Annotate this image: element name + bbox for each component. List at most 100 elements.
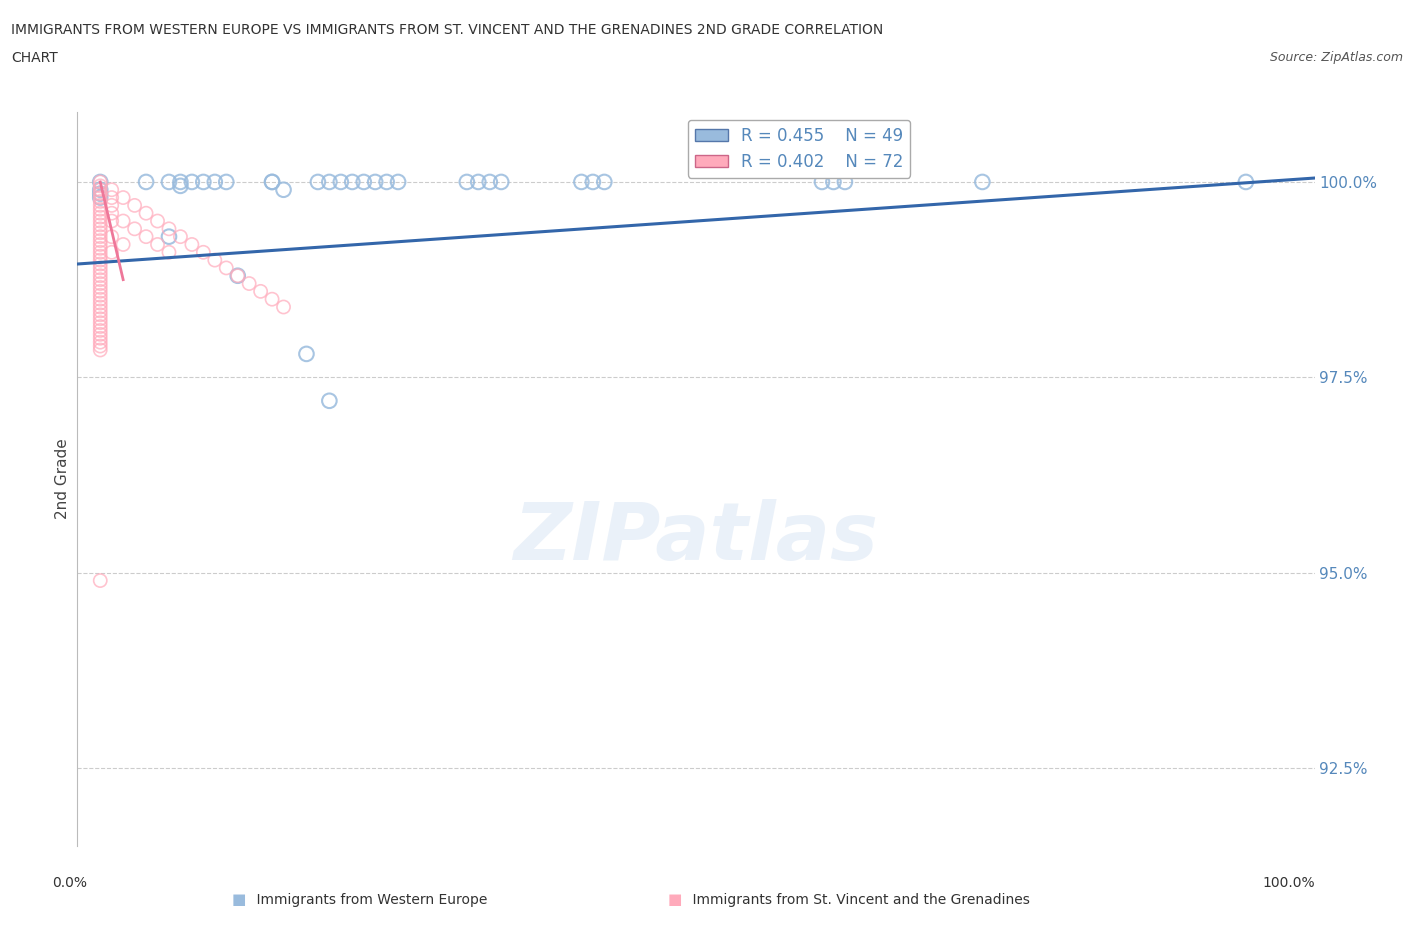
Point xyxy=(375,175,398,190)
Point xyxy=(353,175,375,190)
Point xyxy=(273,182,295,197)
Point xyxy=(89,225,111,240)
Point xyxy=(834,175,856,190)
Point xyxy=(89,209,111,224)
Point xyxy=(89,342,111,357)
Point xyxy=(89,190,111,205)
Point xyxy=(273,299,295,314)
Point xyxy=(89,299,111,314)
Point xyxy=(112,190,135,205)
Point xyxy=(193,245,215,259)
Point xyxy=(89,257,111,272)
Point xyxy=(262,175,284,190)
Point xyxy=(89,253,111,268)
Point xyxy=(307,175,329,190)
Point xyxy=(89,331,111,346)
Point xyxy=(180,175,202,190)
Point xyxy=(89,194,111,209)
Point xyxy=(467,175,489,190)
Text: Source: ZipAtlas.com: Source: ZipAtlas.com xyxy=(1270,51,1403,64)
Point xyxy=(226,268,249,283)
Point xyxy=(262,292,284,307)
Point xyxy=(89,323,111,338)
Point xyxy=(89,288,111,303)
Point xyxy=(478,175,501,190)
Point xyxy=(823,175,845,190)
Text: Immigrants from Western Europe: Immigrants from Western Europe xyxy=(239,893,488,907)
Point xyxy=(89,280,111,295)
Point xyxy=(169,175,191,190)
Text: 100.0%: 100.0% xyxy=(1263,876,1315,890)
Point xyxy=(972,175,994,190)
Point xyxy=(226,268,249,283)
Point xyxy=(571,175,593,190)
Point xyxy=(811,175,834,190)
Point xyxy=(318,393,340,408)
Point xyxy=(89,182,111,197)
Point xyxy=(100,229,122,244)
Point xyxy=(146,214,169,229)
Point xyxy=(318,175,340,190)
Point xyxy=(89,175,111,190)
Point xyxy=(364,175,387,190)
Point xyxy=(112,214,135,229)
Point xyxy=(89,276,111,291)
Point xyxy=(89,237,111,252)
Point xyxy=(238,276,260,291)
Point xyxy=(89,186,111,201)
Point xyxy=(89,296,111,311)
Point xyxy=(157,229,180,244)
Point xyxy=(215,175,238,190)
Point xyxy=(89,248,111,263)
Point xyxy=(89,206,111,220)
Point xyxy=(124,198,146,213)
Point xyxy=(157,221,180,236)
Point xyxy=(135,229,157,244)
Point xyxy=(89,198,111,213)
Point xyxy=(100,182,122,197)
Point xyxy=(89,284,111,299)
Point xyxy=(89,260,111,275)
Point xyxy=(89,292,111,307)
Point xyxy=(89,186,111,201)
Point xyxy=(249,284,271,299)
Point xyxy=(135,206,157,220)
Y-axis label: 2nd Grade: 2nd Grade xyxy=(55,439,70,519)
Point xyxy=(89,182,111,197)
Point xyxy=(89,214,111,229)
Point xyxy=(204,175,226,190)
Point xyxy=(295,347,318,362)
Text: 0.0%: 0.0% xyxy=(52,876,87,890)
Point xyxy=(1234,175,1257,190)
Point xyxy=(180,237,202,252)
Point xyxy=(89,308,111,323)
Point xyxy=(157,245,180,259)
Point xyxy=(193,175,215,190)
Point xyxy=(89,268,111,283)
Point xyxy=(593,175,616,190)
Point xyxy=(124,221,146,236)
Point xyxy=(89,175,111,190)
Point xyxy=(89,315,111,330)
Point xyxy=(456,175,478,190)
Point xyxy=(489,175,512,190)
Point xyxy=(262,175,284,190)
Point xyxy=(100,190,122,205)
Text: CHART: CHART xyxy=(11,51,58,65)
Point xyxy=(89,573,111,588)
Text: Immigrants from St. Vincent and the Grenadines: Immigrants from St. Vincent and the Gren… xyxy=(675,893,1029,907)
Point xyxy=(329,175,352,190)
Text: ■: ■ xyxy=(232,892,246,907)
Point xyxy=(89,335,111,350)
Point xyxy=(100,206,122,220)
Point xyxy=(89,319,111,334)
Point xyxy=(169,179,191,193)
Point xyxy=(89,190,111,205)
Point xyxy=(100,198,122,213)
Point xyxy=(89,339,111,353)
Point xyxy=(100,214,122,229)
Point xyxy=(169,229,191,244)
Point xyxy=(89,264,111,279)
Point xyxy=(89,229,111,244)
Point xyxy=(100,245,122,259)
